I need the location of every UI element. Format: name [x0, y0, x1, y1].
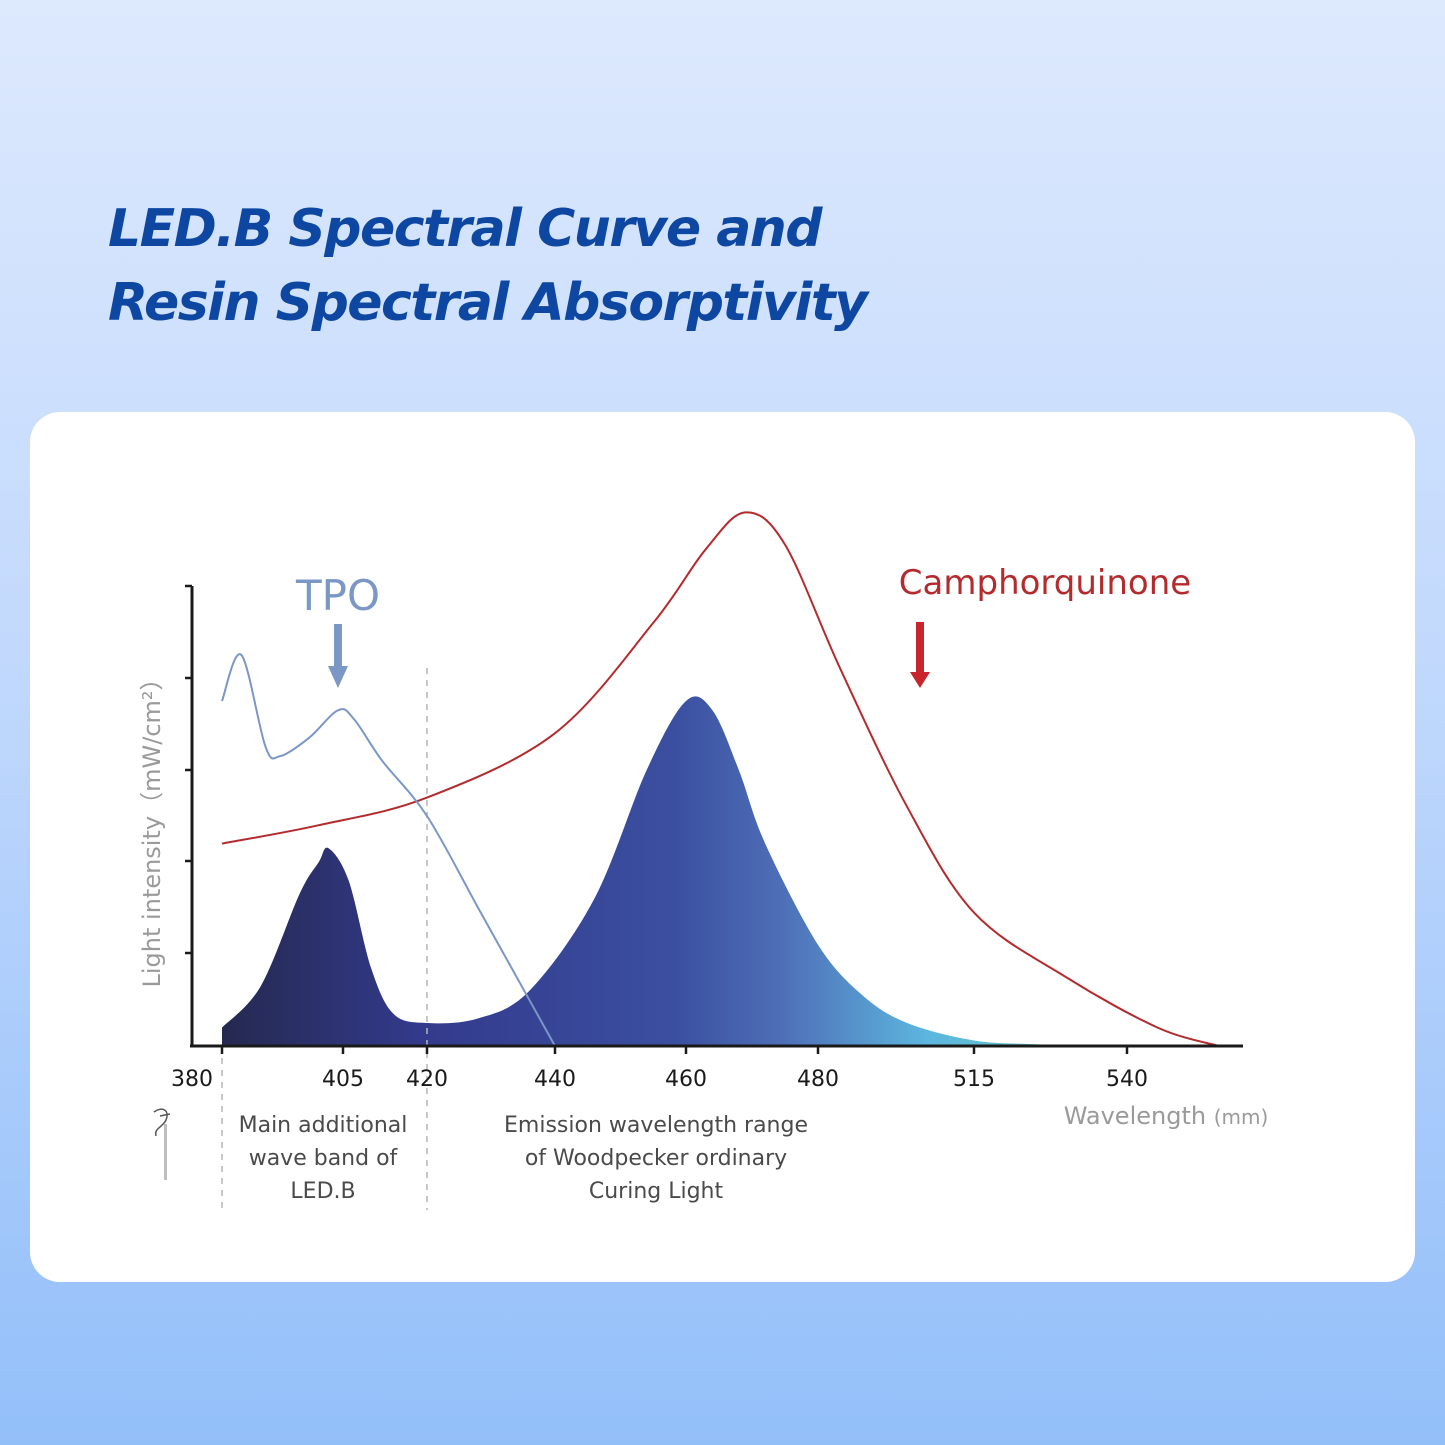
x-tick-label: 515 — [953, 1067, 995, 1092]
title-line-2: Resin Spectral Absorptivity — [108, 273, 868, 333]
chart-card: Light intensity（mW/cm²） 380 405 420 440 460 4… — [30, 412, 1415, 1282]
camphorquinone-arrow-icon — [910, 622, 930, 688]
x-axis-label: Wavelength (mm) — [1064, 1102, 1269, 1130]
title-line-1: LED.B Spectral Curve and — [108, 199, 823, 259]
x-tick-label: 440 — [534, 1067, 576, 1092]
region-label-line: of Woodpecker ordinary — [525, 1146, 787, 1171]
x-tick-label: 540 — [1106, 1067, 1148, 1092]
x-tick-label: 380 — [171, 1067, 213, 1092]
camphorquinone-label: Camphorquinone — [899, 563, 1191, 603]
x-tick-label: 460 — [665, 1067, 707, 1092]
woodpecker-logo-icon — [153, 1108, 171, 1180]
region-label-emission-range: Emission wavelength range of Woodpecker … — [504, 1113, 808, 1204]
region-label-line: wave band of — [249, 1146, 399, 1171]
page-title: LED.B Spectral Curve and Resin Spectral … — [108, 192, 868, 340]
x-tick-label: 480 — [797, 1067, 839, 1092]
x-tick-label: 420 — [406, 1067, 448, 1092]
tpo-curve — [221, 653, 556, 1047]
x-axis-label-text: Wavelength — [1064, 1102, 1206, 1130]
tpo-label: TPO — [295, 571, 380, 620]
x-tick-label: 405 — [322, 1067, 364, 1092]
region-label-line: Emission wavelength range — [504, 1113, 808, 1138]
y-axis-label: Light intensity（mW/cm²） — [138, 667, 166, 988]
camphorquinone-curve — [221, 511, 1220, 1047]
spectral-chart: Light intensity（mW/cm²） 380 405 420 440 460 4… — [138, 511, 1269, 1210]
led-emission-area — [222, 696, 1127, 1047]
region-label-line: Main additional — [239, 1113, 408, 1138]
region-label-line: Curing Light — [589, 1179, 724, 1204]
tpo-arrow-icon — [328, 624, 348, 688]
x-axis-label-unit: (mm) — [1214, 1105, 1269, 1129]
region-label-line: LED.B — [290, 1179, 355, 1204]
region-label-led-b: Main additional wave band of LED.B — [239, 1113, 408, 1204]
y-axis-ticks — [185, 584, 192, 955]
x-axis-ticks: 380 405 420 440 460 480 515 540 — [171, 1046, 1148, 1092]
